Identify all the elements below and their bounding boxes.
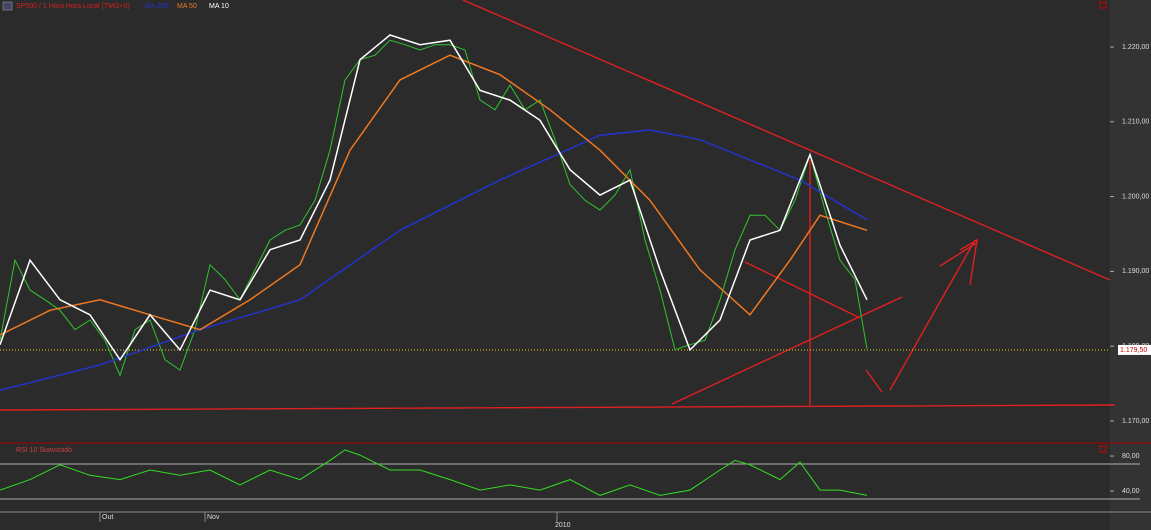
- chart-title: SP500 / 1 Hora Hora Local (TMG+0): [16, 3, 130, 10]
- series-line: [0, 129, 868, 392]
- last-price-label: 1.179,50: [1120, 347, 1147, 354]
- x-tick-label: 2010: [555, 522, 571, 529]
- y-tick-label: 80,00: [1122, 453, 1140, 460]
- x-tick-label: Nov: [207, 514, 220, 521]
- panel-title: RSI 10 Suavizado: [16, 447, 72, 454]
- window-button[interactable]: [1099, 445, 1107, 453]
- y-tick-label: 1.220,00: [1122, 44, 1149, 51]
- trend-lines: [0, 0, 1116, 411]
- axis-bg: [1110, 0, 1151, 530]
- last-price-box: [1118, 344, 1151, 355]
- series-line: [0, 34, 868, 362]
- legend-entry[interactable]: MA 10: [209, 3, 229, 10]
- x-tick-label: Out: [102, 514, 113, 521]
- series-line: [0, 449, 868, 496]
- y-tick-label: 1.210,00: [1122, 119, 1149, 126]
- y-tick-label: 1.190,00: [1122, 268, 1149, 275]
- icon[interactable]: [2, 1, 13, 11]
- window-button[interactable]: [1099, 1, 1107, 9]
- y-tick-label: 1.170,00: [1122, 418, 1149, 425]
- y-tick-label: 1.200,00: [1122, 193, 1149, 200]
- legend-entry[interactable]: MA 200: [145, 3, 169, 10]
- y-tick-label: 40,00: [1122, 488, 1140, 495]
- legend-entry[interactable]: MA 50: [177, 3, 197, 10]
